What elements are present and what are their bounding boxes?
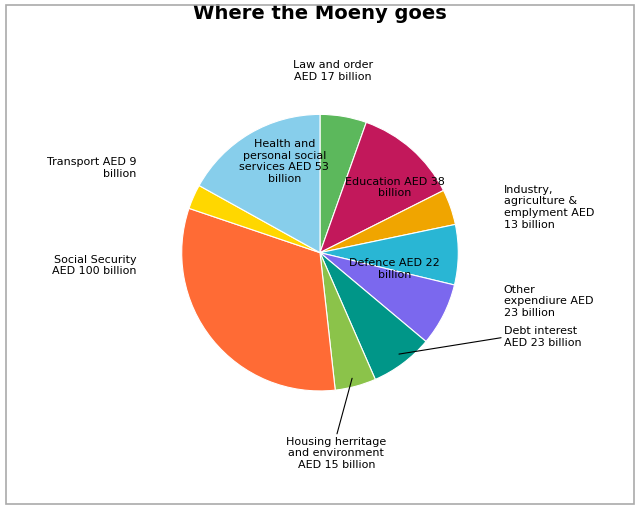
Text: Education AED 38
billion: Education AED 38 billion [345,177,445,199]
Wedge shape [320,190,456,252]
Wedge shape [320,122,444,252]
Wedge shape [199,115,320,252]
Text: Defence AED 22
billion: Defence AED 22 billion [349,258,440,280]
Wedge shape [320,252,375,390]
Wedge shape [320,115,366,252]
Wedge shape [320,252,454,342]
Text: Other
expendiure AED
23 billion: Other expendiure AED 23 billion [504,285,593,318]
Text: Industry,
agriculture &
emplyment AED
13 billion: Industry, agriculture & emplyment AED 13… [504,185,594,230]
Text: Social Security
AED 100 billion: Social Security AED 100 billion [52,255,136,276]
Text: Health and
personal social
services AED 53
billion: Health and personal social services AED … [239,139,329,184]
Wedge shape [182,208,335,391]
Text: Debt interest
AED 23 billion: Debt interest AED 23 billion [504,326,582,348]
Wedge shape [320,252,426,379]
Wedge shape [189,186,320,252]
Title: Where the Moeny goes: Where the Moeny goes [193,4,447,23]
Text: Housing herritage
and environment
AED 15 billion: Housing herritage and environment AED 15… [286,437,387,470]
Text: Transport AED 9
billion: Transport AED 9 billion [47,157,136,179]
Wedge shape [320,224,458,285]
Text: Law and order
AED 17 billion: Law and order AED 17 billion [293,60,373,82]
